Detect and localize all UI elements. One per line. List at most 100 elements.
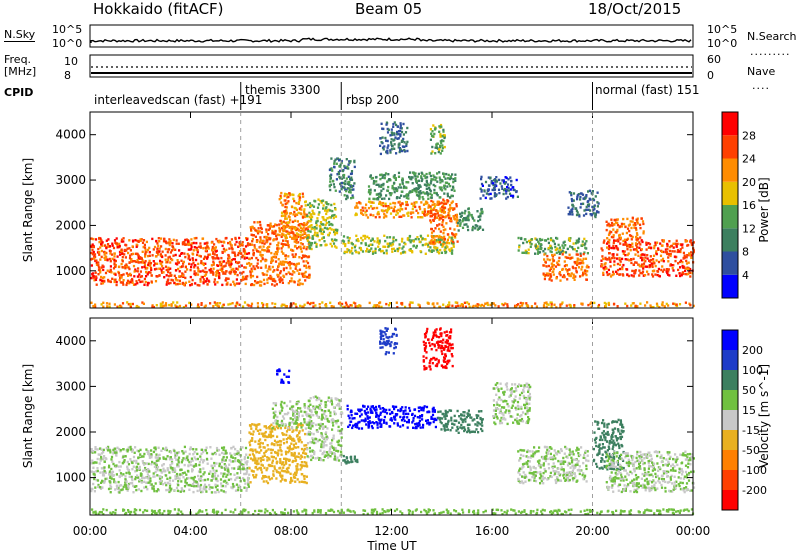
heatmap-cell — [339, 163, 342, 166]
heatmap-cell — [479, 187, 482, 190]
heatmap-cell — [302, 305, 305, 309]
heatmap-cell — [152, 248, 155, 251]
heatmap-cell — [121, 260, 124, 263]
heatmap-cell — [262, 245, 265, 248]
heatmap-cell — [577, 262, 580, 265]
heatmap-cell — [444, 228, 447, 231]
heatmap-cell — [176, 305, 179, 309]
heatmap-cell — [610, 230, 613, 234]
heatmap-cell — [406, 237, 409, 240]
heatmap-cell — [145, 476, 148, 479]
heatmap-cell — [635, 235, 638, 239]
heatmap-cell — [692, 248, 695, 252]
heatmap-cell — [549, 301, 552, 304]
heatmap-cell — [382, 245, 385, 248]
heatmap-cell — [111, 244, 114, 247]
heatmap-cell — [570, 193, 573, 197]
heatmap-cell — [195, 448, 198, 451]
heatmap-cell — [382, 251, 386, 255]
heatmap-cell — [168, 479, 171, 482]
heatmap-cell — [340, 509, 343, 512]
heatmap-cell — [383, 145, 386, 148]
heatmap-cell — [198, 485, 202, 488]
heatmap-cell — [437, 238, 440, 241]
heatmap-cell — [681, 271, 684, 274]
heatmap-cell — [587, 190, 590, 193]
heatmap-cell — [399, 133, 402, 136]
heatmap-cell — [397, 208, 400, 212]
heatmap-cell — [429, 182, 432, 185]
heatmap-cell — [386, 131, 390, 134]
heatmap-cell — [372, 508, 375, 512]
heatmap-cell — [90, 448, 93, 451]
heatmap-cell — [384, 136, 387, 140]
heatmap-cell — [554, 245, 557, 249]
heatmap-cell — [615, 246, 618, 249]
heatmap-cell — [178, 279, 181, 282]
heatmap-cell — [504, 181, 508, 184]
heatmap-cell — [117, 480, 120, 484]
heatmap-cell — [292, 262, 295, 266]
heatmap-cell — [259, 236, 262, 239]
heatmap-cell — [448, 209, 451, 213]
heatmap-cell — [605, 220, 608, 223]
heatmap-cell — [113, 265, 117, 268]
heatmap-cell — [443, 145, 446, 149]
heatmap-cell — [386, 122, 389, 125]
heatmap-cell — [581, 265, 584, 269]
heatmap-cell — [642, 274, 645, 277]
heatmap-cell — [95, 261, 98, 265]
heatmap-cell — [441, 223, 444, 227]
heatmap-cell — [149, 477, 152, 480]
heatmap-cell — [544, 274, 547, 277]
heatmap-cell — [386, 146, 389, 149]
heatmap-cell — [106, 449, 110, 452]
heatmap-cell — [160, 479, 163, 482]
heatmap-cell — [621, 267, 624, 271]
heatmap-cell — [380, 183, 383, 187]
heatmap-cell — [438, 227, 441, 231]
heatmap-cell — [302, 226, 305, 229]
heatmap-cell — [113, 451, 117, 454]
heatmap-cell — [129, 458, 132, 461]
heatmap-cell — [379, 301, 382, 304]
heatmap-cell — [579, 252, 582, 255]
heatmap-cell — [368, 249, 371, 252]
heatmap-cell — [687, 509, 690, 513]
heatmap-cell — [503, 182, 506, 185]
heatmap-cell — [401, 181, 404, 184]
heatmap-cell — [168, 238, 171, 241]
heatmap-cell — [350, 185, 353, 188]
heatmap-cell — [255, 248, 258, 251]
heatmap-cell — [642, 267, 645, 270]
heatmap-cell — [311, 215, 314, 219]
heatmap-cell — [601, 264, 604, 267]
heatmap-cell — [607, 240, 610, 244]
heatmap-cell — [115, 242, 119, 245]
heatmap-cell — [92, 472, 95, 476]
heatmap-cell — [342, 186, 346, 189]
heatmap-cell — [544, 261, 547, 264]
heatmap-cell — [242, 250, 245, 253]
heatmap-cell — [195, 272, 198, 275]
heatmap-cell — [248, 264, 252, 267]
heatmap-cell — [159, 302, 162, 305]
heatmap-cell — [436, 172, 439, 175]
heatmap-cell — [315, 227, 318, 230]
heatmap-cell — [685, 267, 688, 270]
heatmap-cell — [434, 212, 437, 216]
heatmap-cell — [641, 263, 644, 266]
heatmap-cell — [106, 269, 109, 272]
heatmap-cell — [450, 236, 453, 240]
heatmap-cell — [600, 259, 603, 262]
heatmap-cell — [406, 149, 409, 153]
heatmap-cell — [253, 221, 256, 224]
heatmap-cell — [631, 245, 634, 248]
heatmap-cell — [265, 228, 268, 231]
heatmap-cell — [220, 256, 223, 260]
heatmap-cell — [156, 457, 159, 460]
heatmap-cell — [92, 482, 95, 486]
heatmap-cell — [501, 302, 504, 306]
heatmap-cell — [440, 201, 443, 204]
heatmap-cell — [658, 275, 661, 278]
